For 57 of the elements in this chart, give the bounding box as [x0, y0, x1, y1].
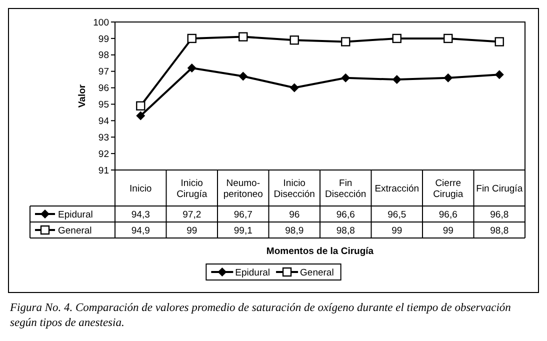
point [136, 101, 146, 110]
data-label: 99 [186, 225, 198, 236]
data-label: 99 [392, 225, 402, 236]
data-label: 96,5 [388, 209, 406, 220]
point [494, 70, 504, 80]
point [238, 32, 248, 42]
x-tick-label: Inicio [130, 183, 152, 194]
data-label: 96,8 [490, 209, 509, 220]
y-tick-label: 96 [98, 83, 109, 94]
x-tick-label: Inicio Cirugía [176, 178, 208, 200]
data-label: 98,8 [490, 225, 509, 236]
y-tick-label: 98 [98, 50, 109, 62]
data-label: 96,6 [438, 209, 458, 220]
point [494, 37, 504, 46]
y-axis-title: Valor [77, 84, 88, 108]
point [290, 83, 299, 92]
point [392, 34, 402, 44]
point [238, 72, 248, 81]
point [341, 73, 350, 82]
legend-label: Epidural [58, 209, 93, 220]
y-tick-label: 99 [98, 34, 109, 45]
text: General [300, 267, 334, 278]
x-tick-label: Cierre Cirugia [433, 178, 464, 200]
data-label: 98,9 [285, 225, 304, 236]
point [187, 64, 196, 73]
y-tick-label: 92 [98, 148, 109, 160]
text: Figura No. 4. Comparación de valores promedio de saturación de oxígeno durante el tiempo de observación según tipos de anestesia. [9, 302, 512, 329]
point [444, 34, 453, 44]
data-label: 96 [289, 209, 300, 220]
y-tick-label: 91 [98, 165, 109, 176]
x-tick-label: Neumo-peritoneo [223, 178, 263, 200]
data-label: 96,7 [234, 209, 252, 220]
point [341, 37, 350, 46]
point [136, 111, 146, 120]
x-tick-label: Extracción [374, 183, 420, 194]
point [444, 73, 453, 82]
y-tick-label: 97 [98, 66, 109, 78]
point [187, 34, 196, 44]
data-label: 99,1 [234, 225, 252, 236]
x-tick-label: Inicio Disección [274, 178, 315, 200]
x-tick-label: Fin Disección [325, 178, 366, 200]
x-axis-title: Momentos de la Cirugía [266, 246, 374, 257]
y-tick-label: 93 [98, 132, 109, 144]
y-tick-label: 94 [98, 116, 109, 127]
point [290, 35, 299, 45]
x-tick-label: Fin Cirugía [476, 183, 524, 194]
y-tick-label: 100 [93, 17, 109, 28]
point [392, 75, 402, 84]
y-tick-label: 95 [98, 100, 109, 111]
data-label: 96,6 [336, 209, 355, 220]
text: Epidural [235, 267, 270, 278]
data-label: 99 [442, 225, 454, 236]
data-label: 97,2 [182, 209, 202, 220]
data-label: 98,8 [336, 225, 355, 236]
legend-label: General [58, 225, 92, 236]
data-label: 94,3 [131, 209, 150, 220]
data-label: 94,9 [131, 225, 150, 236]
